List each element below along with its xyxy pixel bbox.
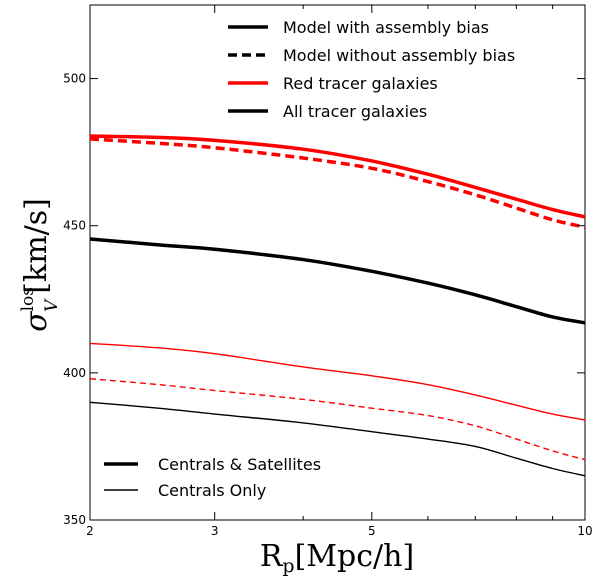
- series-line-1: [89, 134, 586, 219]
- legend-bottom: Centrals & Satellites Centrals Only: [104, 455, 321, 500]
- y-axis-title-sup: los: [18, 287, 38, 311]
- legend-label: All tracer galaxies: [283, 102, 427, 121]
- legend-top: Model with assembly bias Model without as…: [228, 18, 515, 121]
- series-line-4: [89, 342, 586, 421]
- x-tick-label: 5: [368, 524, 376, 538]
- legend-label: Centrals & Satellites: [158, 455, 321, 474]
- plot-frame: [89, 4, 586, 521]
- y-tick-label: 450: [63, 219, 86, 233]
- legend-label: Model with assembly bias: [283, 18, 489, 37]
- y-axis-title-rest: [km/s]: [19, 198, 54, 294]
- x-axis-title: Rp[Mpc/h]: [260, 539, 414, 577]
- y-axis-title-sub: V: [42, 298, 62, 312]
- y-axis-title: σlos V [km/s]: [18, 198, 62, 332]
- x-tick-label: 10: [577, 524, 592, 538]
- y-axis-title-main: σ: [19, 310, 54, 332]
- x-axis-title-main: R: [260, 539, 284, 574]
- tick-layer: 2 3 5 10 350 400 450 500: [63, 5, 593, 538]
- series-line-2: [89, 137, 586, 229]
- x-tick-label: 3: [211, 524, 219, 538]
- legend-label: Model without assembly bias: [283, 46, 515, 65]
- legend-label: Centrals Only: [158, 481, 266, 500]
- series-layer: [89, 134, 586, 477]
- series-line-3: [89, 237, 586, 325]
- x-axis-title-rest: [Mpc/h]: [295, 539, 415, 574]
- x-axis-title-sub: p: [282, 555, 294, 577]
- legend-label: Red tracer galaxies: [283, 74, 438, 93]
- x-tick-label: 2: [86, 524, 94, 538]
- y-tick-label: 350: [63, 513, 86, 527]
- y-tick-label: 500: [63, 72, 86, 86]
- series-line-6: [89, 401, 586, 477]
- y-tick-label: 400: [63, 366, 86, 380]
- series-line-5: [89, 378, 586, 461]
